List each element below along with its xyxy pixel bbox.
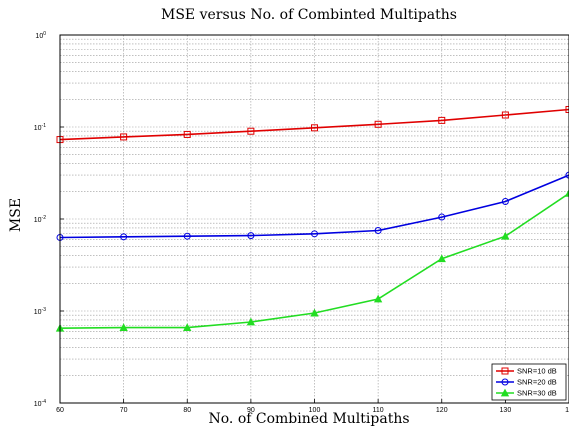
x-tick-label: 110 xyxy=(373,407,384,414)
data-point xyxy=(247,232,255,240)
y-tick-label: 10-3 xyxy=(34,307,46,316)
x-tick-label: 100 xyxy=(309,407,321,414)
data-point xyxy=(246,317,256,326)
data-point xyxy=(247,127,255,135)
legend-item: SNR=10 dB xyxy=(496,367,557,376)
data-point xyxy=(501,111,509,119)
data-point xyxy=(310,308,319,317)
x-tick-label: 70 xyxy=(120,407,128,414)
data-point xyxy=(311,124,318,132)
data-point xyxy=(438,116,446,124)
data-point xyxy=(501,231,510,240)
data-point xyxy=(437,254,446,263)
data-point xyxy=(183,323,192,332)
legend-label: SNR=20 dB xyxy=(517,378,557,387)
series-1 xyxy=(56,105,569,144)
x-tick-label: 80 xyxy=(183,407,191,414)
x-tick-label: 14 xyxy=(565,407,569,414)
data-point xyxy=(501,197,509,205)
tick-layer: 60 70 80 90 100 110 120 130 14 100 10-1 10-2 10-3 10-… xyxy=(34,31,569,414)
legend-item: SNR=30 dB xyxy=(496,389,557,398)
legend-marker xyxy=(501,367,509,375)
data-point xyxy=(119,323,128,332)
x-tick-label: 130 xyxy=(500,407,512,414)
y-tick-label: 100 xyxy=(35,31,46,40)
series-2 xyxy=(56,171,569,241)
x-tick-label: 60 xyxy=(56,407,64,414)
data-point xyxy=(565,171,569,179)
data-point xyxy=(438,213,446,221)
legend-label: SNR=30 dB xyxy=(517,389,557,398)
data-point xyxy=(373,294,383,303)
data-point xyxy=(183,130,191,138)
data-point xyxy=(374,226,382,234)
y-tick-label: 10-4 xyxy=(34,399,46,408)
y-tick-label: 10-2 xyxy=(34,215,46,224)
x-tick-label: 120 xyxy=(436,407,448,414)
series-3 xyxy=(55,189,569,332)
data-point xyxy=(183,232,191,240)
legend-label: SNR=10 dB xyxy=(517,367,557,376)
x-axis-label: No. of Combined Multipaths xyxy=(208,411,409,427)
legend-item: SNR=20 dB xyxy=(496,378,557,387)
series-line xyxy=(59,174,569,239)
series-layer xyxy=(55,105,569,332)
chart-title: MSE versus No. of Combinted Multipaths xyxy=(161,7,457,23)
data-point xyxy=(374,120,382,128)
y-axis-label: MSE xyxy=(8,198,24,232)
legend-marker xyxy=(501,378,509,386)
x-tick-label: 90 xyxy=(247,407,255,414)
grid-layer xyxy=(60,35,569,403)
plot-frame xyxy=(59,34,569,404)
legend: SNR=10 dB SNR=20 dB SNR=30 dB xyxy=(491,363,567,401)
data-point xyxy=(311,230,318,238)
data-point xyxy=(564,189,569,197)
y-tick-label: 10-1 xyxy=(34,123,46,132)
legend-marker xyxy=(500,388,510,397)
data-point xyxy=(565,105,569,113)
series-line xyxy=(59,108,569,141)
data-point xyxy=(120,233,128,241)
data-point xyxy=(120,133,128,141)
